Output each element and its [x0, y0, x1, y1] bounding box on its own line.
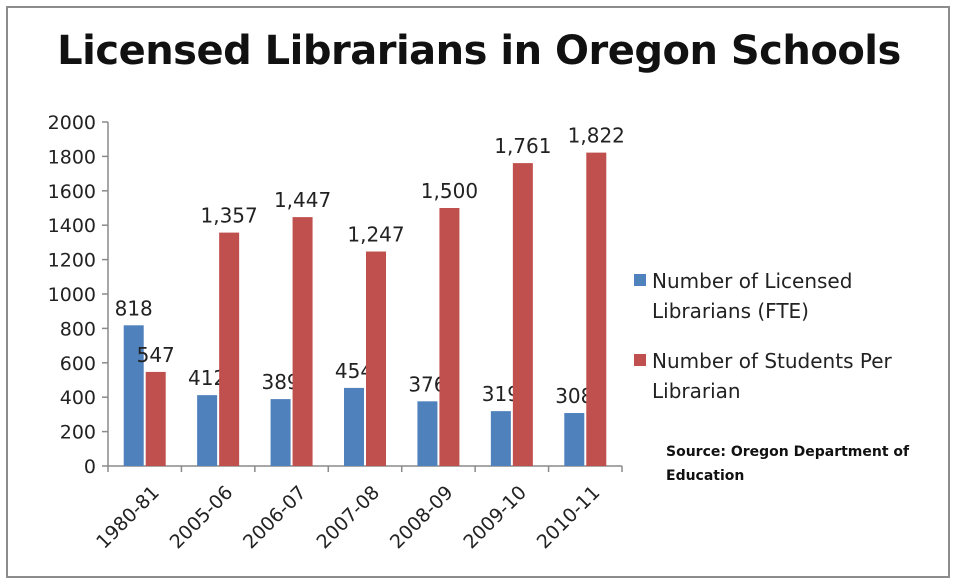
y-tick-label: 2000	[48, 112, 96, 134]
data-label-librarians: 818	[115, 296, 153, 320]
bar-students	[219, 232, 240, 466]
bar-librarians	[417, 401, 438, 466]
y-tick-label: 200	[60, 422, 96, 444]
data-label-students: 547	[137, 343, 175, 367]
data-label-students: 1,761	[494, 134, 551, 158]
y-tick-label: 600	[60, 353, 96, 375]
y-tick-label: 1600	[48, 181, 96, 203]
source-note: Source: Oregon Department of Education	[666, 444, 910, 484]
bar-librarians	[270, 399, 291, 466]
bar-students	[512, 163, 533, 466]
legend-item-librarians: Number of Licensed Librarians (FTE)	[634, 266, 954, 326]
bar-students	[366, 251, 386, 466]
x-tick-label: 2008-09	[386, 482, 458, 554]
x-tick-label: 2006-07	[239, 482, 311, 554]
bar-librarians	[123, 325, 144, 466]
chart-legend: Number of Licensed Librarians (FTE) Numb…	[634, 266, 954, 426]
bar-librarians	[490, 411, 511, 466]
chart-frame	[6, 6, 950, 578]
x-tick-label: 2010-11	[533, 482, 605, 554]
bar-librarians	[197, 395, 218, 466]
data-label-students: 1,247	[347, 223, 404, 247]
chart-title: Licensed Librarians in Oregon Schools	[57, 28, 901, 74]
data-label-students: 1,447	[274, 188, 331, 212]
x-tick-label: 2005-06	[166, 482, 238, 554]
data-label-students: 1,500	[421, 179, 478, 203]
bar-students	[145, 371, 166, 466]
y-tick-label: 0	[84, 456, 96, 478]
data-label-students: 1,357	[201, 204, 258, 228]
y-tick-label: 1400	[48, 215, 96, 237]
x-tick-label: 2007-08	[312, 482, 384, 554]
legend-label-librarians: Number of Licensed Librarians (FTE)	[652, 269, 853, 323]
bar-students	[292, 217, 313, 466]
x-tick-label: 1980-81	[92, 482, 164, 554]
y-tick-label: 400	[60, 387, 96, 409]
x-tick-label: 2009-10	[459, 482, 531, 554]
y-tick-label: 1000	[48, 284, 96, 306]
y-tick-label: 1200	[48, 250, 96, 272]
legend-swatch-students	[634, 354, 646, 366]
bar-librarians	[344, 387, 364, 466]
bar-librarians	[564, 413, 585, 466]
y-tick-label: 800	[60, 318, 96, 340]
y-tick-label: 1800	[48, 146, 96, 168]
data-label-students: 1,822	[568, 124, 625, 148]
legend-swatch-librarians	[634, 274, 646, 286]
legend-item-students: Number of Students Per Librarian	[634, 346, 954, 406]
bar-students	[586, 152, 607, 466]
legend-label-students: Number of Students Per Librarian	[652, 349, 892, 403]
bar-students	[439, 208, 460, 466]
